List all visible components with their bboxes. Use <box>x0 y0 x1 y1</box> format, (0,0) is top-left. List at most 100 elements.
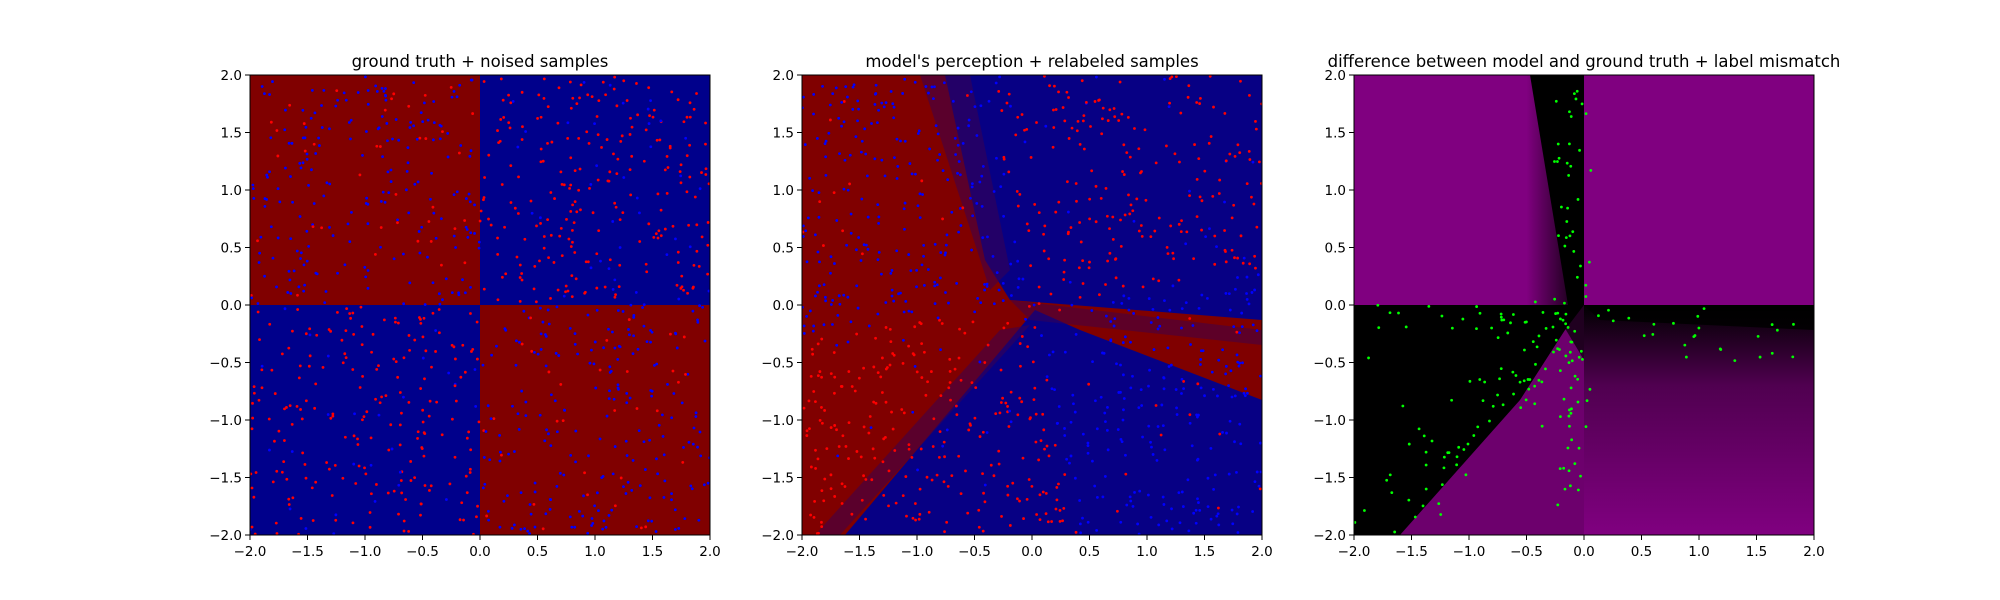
sample-point <box>1119 437 1123 441</box>
sample-point <box>679 174 683 178</box>
sample-point <box>1076 119 1080 123</box>
sample-point <box>1151 453 1155 456</box>
sample-point <box>1170 527 1174 531</box>
sample-point <box>516 412 520 416</box>
sample-point <box>1558 369 1562 373</box>
sample-point <box>1561 318 1565 322</box>
sample-point <box>950 210 954 214</box>
sample-point <box>869 426 873 430</box>
sample-point <box>1258 441 1262 445</box>
sample-point <box>346 222 350 226</box>
sample-point <box>859 455 863 459</box>
sample-point <box>1584 112 1588 116</box>
sample-point <box>492 417 496 421</box>
sample-point <box>1238 361 1242 365</box>
sample-point <box>1248 93 1251 97</box>
sample-point <box>876 312 880 316</box>
sample-point <box>805 314 808 318</box>
sample-point <box>632 334 636 338</box>
sample-point <box>829 303 833 306</box>
sample-point <box>957 230 961 234</box>
sample-point <box>1033 326 1037 329</box>
sample-point <box>688 101 692 105</box>
sample-point <box>985 282 989 286</box>
sample-point <box>1407 498 1411 502</box>
sample-point <box>1058 509 1062 512</box>
sample-point <box>941 169 945 173</box>
sample-point <box>614 205 618 209</box>
sample-point <box>910 456 914 459</box>
sample-point <box>1568 484 1572 488</box>
sample-point <box>290 450 294 453</box>
sample-point <box>645 340 649 343</box>
sample-point <box>1576 400 1580 404</box>
sample-point <box>539 115 543 119</box>
sample-point <box>930 478 934 482</box>
sample-point <box>1108 251 1112 255</box>
sample-point <box>507 452 510 456</box>
sample-point <box>469 286 472 289</box>
x-tick-label: −1.5 <box>1395 544 1428 560</box>
sample-point <box>1081 516 1084 520</box>
sample-point <box>631 352 635 356</box>
sample-point <box>1588 387 1592 391</box>
sample-point <box>416 430 420 434</box>
sample-point <box>589 266 593 270</box>
sample-point <box>671 224 675 228</box>
sample-point <box>422 101 426 105</box>
sample-point <box>415 137 419 141</box>
sample-point <box>985 431 989 434</box>
sample-point <box>880 356 884 360</box>
sample-point <box>1551 325 1555 329</box>
sample-point <box>1002 155 1006 159</box>
sample-point <box>657 229 661 233</box>
sample-point <box>1208 227 1211 231</box>
sample-point <box>941 444 945 448</box>
sample-point <box>911 352 915 356</box>
x-tick-label: 1.0 <box>1136 544 1157 560</box>
sample-point <box>1404 325 1408 329</box>
sample-point <box>856 99 860 103</box>
sample-point <box>1770 323 1774 326</box>
sample-point <box>1157 279 1161 283</box>
sample-point <box>650 394 654 398</box>
sample-point <box>555 419 559 423</box>
sample-point <box>820 525 824 529</box>
sample-point <box>1533 300 1537 304</box>
sample-point <box>423 303 427 306</box>
sample-point <box>1027 478 1031 481</box>
sample-point <box>559 226 563 230</box>
sample-point <box>252 391 256 395</box>
sample-point <box>1041 490 1045 494</box>
sample-point <box>1042 232 1045 236</box>
sample-point <box>1119 390 1122 394</box>
sample-point <box>892 105 896 109</box>
sample-point <box>325 461 329 464</box>
sample-point <box>382 89 386 93</box>
sample-point <box>541 527 545 531</box>
sample-point <box>1247 302 1251 306</box>
sample-point <box>948 381 952 384</box>
sample-point <box>546 218 550 221</box>
sample-point <box>1573 374 1577 378</box>
sample-point <box>910 310 914 314</box>
sample-point <box>608 389 611 393</box>
sample-point <box>1124 453 1127 457</box>
sample-point <box>1526 378 1530 381</box>
sample-point <box>1258 487 1262 491</box>
sample-point <box>331 234 335 237</box>
sample-point <box>1498 377 1501 381</box>
sample-point <box>595 308 599 312</box>
sample-point <box>269 136 273 140</box>
sample-point <box>1007 425 1011 428</box>
sample-point <box>851 107 855 111</box>
sample-point <box>1101 117 1104 121</box>
sample-point <box>969 423 972 427</box>
region-blue-upper <box>945 75 1262 320</box>
sample-point <box>558 471 562 475</box>
sample-point <box>1156 316 1160 319</box>
sample-point <box>1194 521 1198 525</box>
sample-point <box>593 504 596 508</box>
sample-point <box>364 275 368 279</box>
